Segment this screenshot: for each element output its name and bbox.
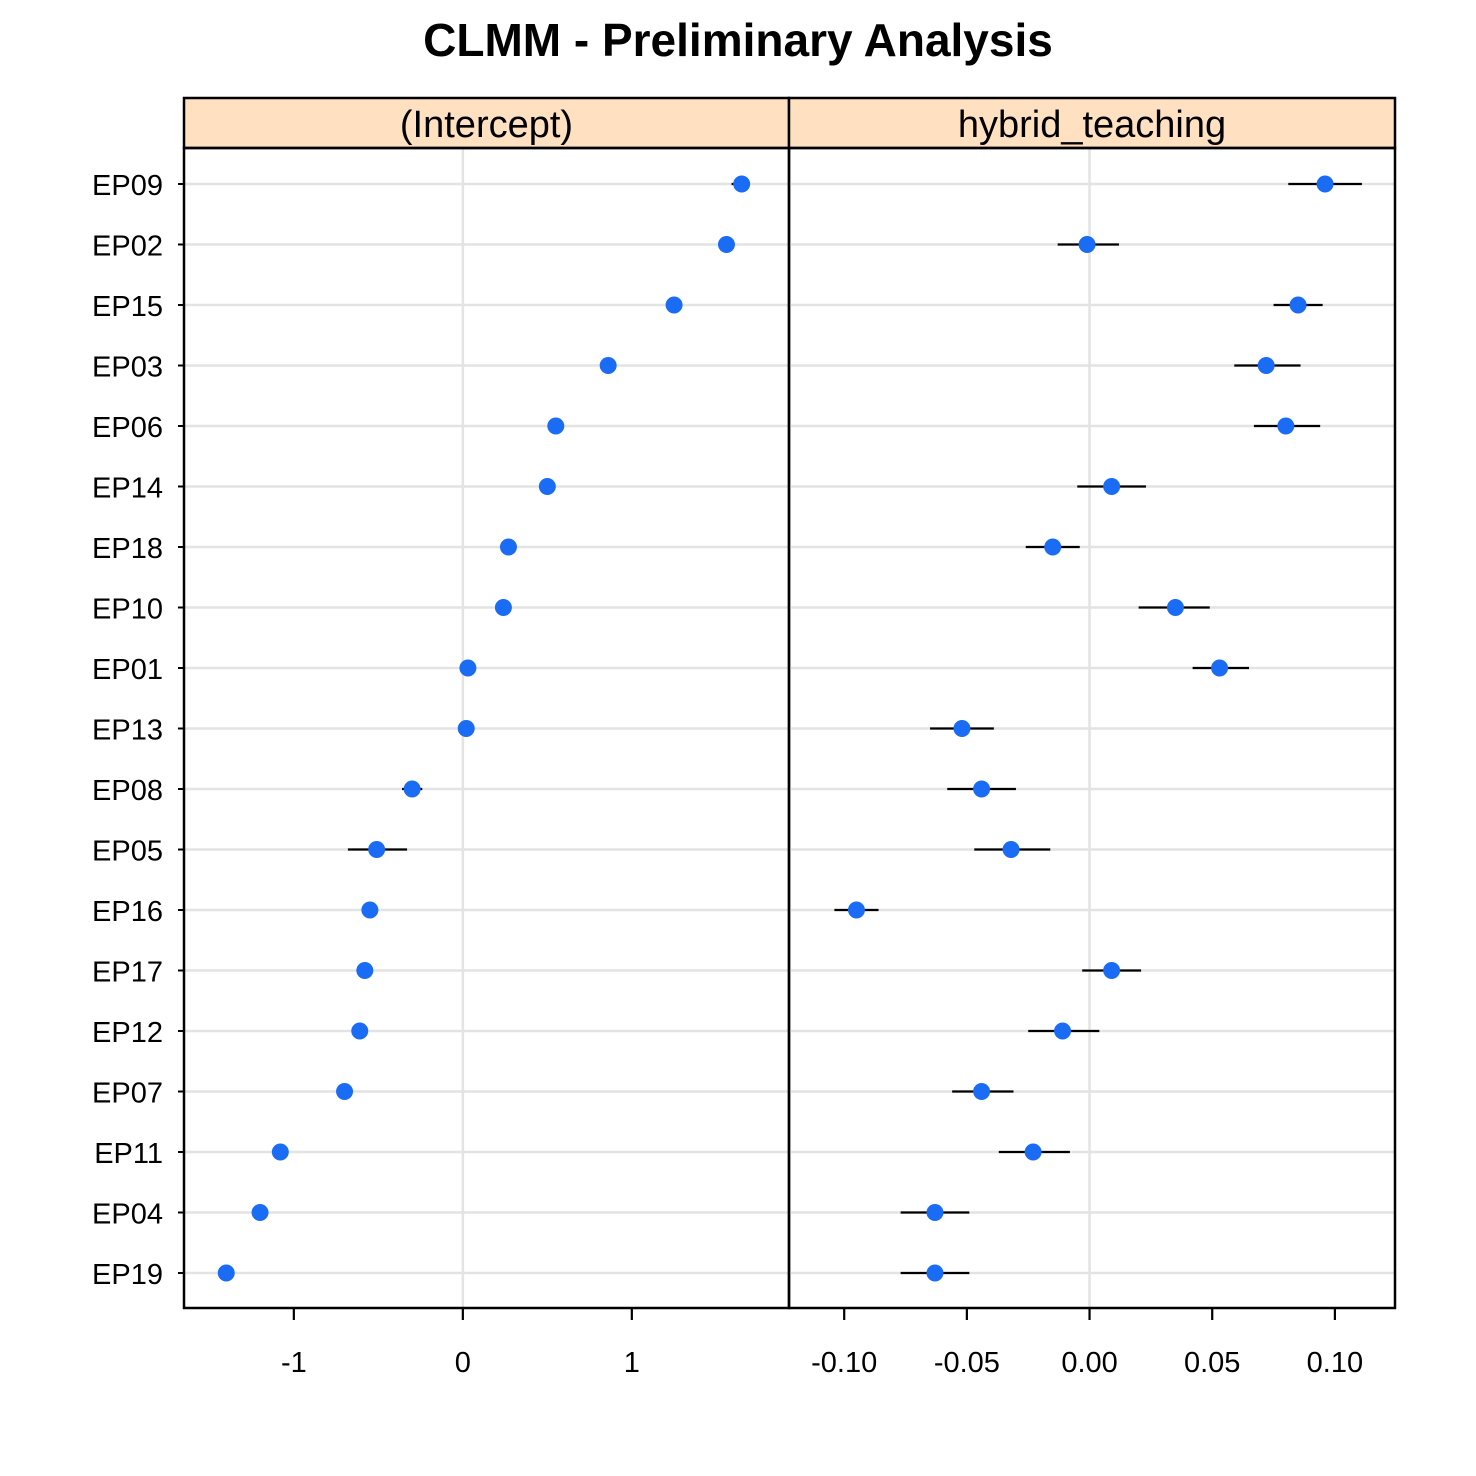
data-point xyxy=(733,175,751,193)
data-point xyxy=(457,720,475,737)
data-point xyxy=(1211,659,1229,677)
panel-0: (Intercept) -1 0 1 xyxy=(182,96,791,1379)
data-point xyxy=(599,357,617,374)
row-label: EP19 xyxy=(92,1259,163,1291)
row-label: EP15 xyxy=(92,291,163,323)
data-point xyxy=(1044,538,1062,556)
row-label: EP11 xyxy=(94,1138,163,1170)
data-point xyxy=(1257,357,1275,374)
data-point xyxy=(361,901,379,919)
data-point xyxy=(499,538,517,556)
data-point xyxy=(973,780,991,798)
data-point xyxy=(1103,962,1121,979)
data-point xyxy=(926,1204,944,1221)
panel-strip-label: (Intercept) xyxy=(400,104,573,146)
data-point xyxy=(336,1083,354,1100)
x-tick-label: 1 xyxy=(624,1347,640,1379)
panels-layer: (Intercept) -1 0 1 hybrid_teaching -0.10 -0.05… xyxy=(182,96,1397,1379)
row-label: EP07 xyxy=(92,1078,163,1110)
panel-frame xyxy=(787,146,1397,1310)
row-label: EP12 xyxy=(92,1017,163,1049)
data-point xyxy=(926,1264,944,1282)
data-point xyxy=(251,1204,269,1221)
data-point xyxy=(356,962,374,979)
data-point xyxy=(368,841,386,858)
row-label: EP13 xyxy=(92,715,163,747)
x-tick-label: -0.05 xyxy=(934,1347,1000,1379)
x-tick-label: 0.10 xyxy=(1307,1347,1363,1379)
row-label: EP17 xyxy=(92,957,163,989)
data-point xyxy=(847,901,865,919)
data-point xyxy=(1103,478,1121,495)
data-point xyxy=(973,1083,991,1100)
x-tick-label: -1 xyxy=(281,1347,307,1379)
row-label: EP14 xyxy=(92,473,163,505)
chart-title: CLMM - Preliminary Analysis xyxy=(423,14,1053,66)
row-label: EP06 xyxy=(92,412,163,444)
row-label: EP08 xyxy=(92,775,163,807)
panel-strip xyxy=(787,96,1397,150)
data-point xyxy=(459,659,477,677)
data-point xyxy=(271,1143,289,1161)
data-point xyxy=(494,599,512,616)
data-point xyxy=(1166,599,1184,616)
data-point xyxy=(1054,1022,1072,1040)
row-label: EP10 xyxy=(92,594,163,626)
data-point xyxy=(403,780,421,798)
row-label: EP01 xyxy=(92,654,163,686)
row-labels: EP09 EP02 EP15 EP03 EP06 EP14 EP18 EP10 EP01 EP13… xyxy=(92,170,184,1291)
row-label: EP02 xyxy=(92,231,163,263)
data-point xyxy=(953,720,971,737)
data-point xyxy=(717,236,735,253)
panel-strip-label: hybrid_teaching xyxy=(958,104,1226,146)
data-point xyxy=(1277,417,1295,435)
x-tick-label: 0.00 xyxy=(1061,1347,1117,1379)
row-label: EP09 xyxy=(92,170,163,202)
row-label: EP05 xyxy=(92,836,163,868)
data-point xyxy=(1078,236,1096,253)
row-label: EP18 xyxy=(92,533,163,565)
panel-1: hybrid_teaching -0.10 -0.05 0.00 0.05 0.10 xyxy=(787,96,1397,1379)
x-tick-label: 0.05 xyxy=(1184,1347,1240,1379)
row-label: EP04 xyxy=(92,1199,163,1231)
data-point xyxy=(217,1264,235,1282)
x-tick-label: 0 xyxy=(455,1347,471,1379)
row-label: EP16 xyxy=(92,896,163,928)
data-point xyxy=(538,478,556,495)
data-point xyxy=(351,1022,369,1040)
data-point xyxy=(1024,1143,1042,1161)
x-tick-label: -0.10 xyxy=(811,1347,877,1379)
data-point xyxy=(665,296,683,314)
data-point xyxy=(1289,296,1307,314)
data-point xyxy=(547,417,565,435)
row-label: EP03 xyxy=(92,352,163,384)
data-point xyxy=(1316,175,1334,193)
data-point xyxy=(1002,841,1020,858)
